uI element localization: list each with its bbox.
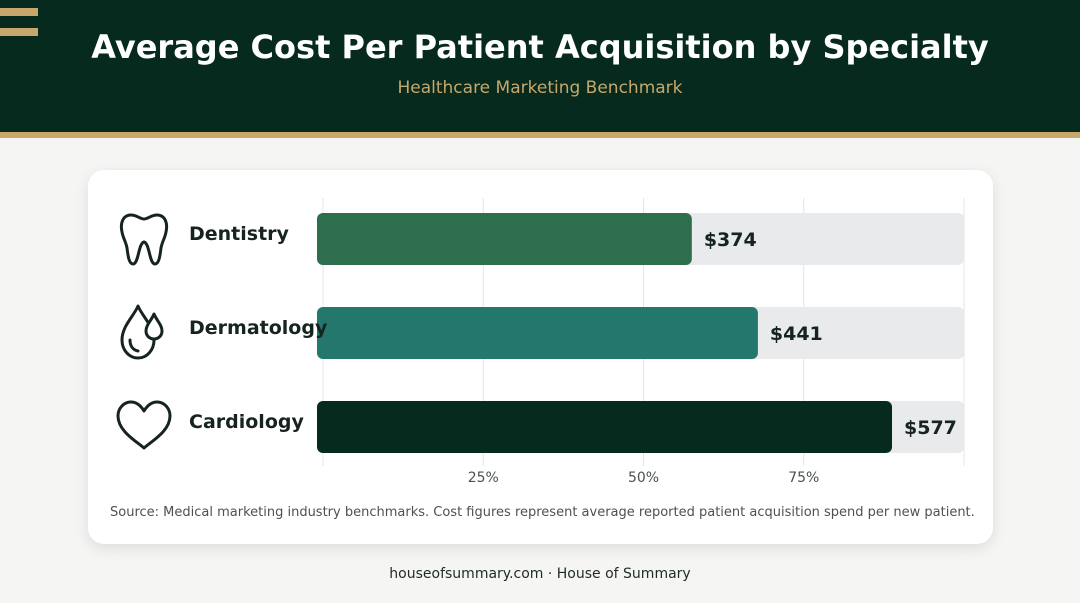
bar-cardiology bbox=[317, 401, 893, 453]
value-label: $577 bbox=[904, 417, 957, 439]
category-cardiology: Cardiology bbox=[88, 396, 323, 450]
droplet-icon bbox=[120, 304, 164, 360]
category-dentistry: Dentistry bbox=[88, 208, 323, 266]
value-label: $441 bbox=[770, 323, 823, 345]
x-tick-label: 25% bbox=[468, 470, 499, 486]
tooth-icon bbox=[119, 213, 169, 266]
bar-chart: $374 $441 $577 25% 50% 75% bbox=[317, 198, 965, 486]
page-subtitle: Healthcare Marketing Benchmark bbox=[397, 78, 683, 98]
corner-accent-bar bbox=[0, 8, 38, 16]
value-label: $374 bbox=[704, 229, 757, 251]
header-banner: Average Cost Per Patient Acquisition by … bbox=[0, 0, 1080, 132]
category-label: Cardiology bbox=[189, 411, 304, 433]
header-divider bbox=[0, 132, 1080, 138]
footer-credit: houseofsummary.com · House of Summary bbox=[389, 566, 691, 582]
x-tick-label: 50% bbox=[628, 470, 659, 486]
category-label: Dentistry bbox=[189, 223, 289, 245]
corner-accent-bar bbox=[0, 28, 38, 36]
chart-card: $374 $441 $577 25% 50% 75% Dentistry Dermatol… bbox=[88, 170, 993, 544]
page-title: Average Cost Per Patient Acquisition by … bbox=[91, 28, 989, 66]
x-tick-label: 75% bbox=[788, 470, 819, 486]
bar-dermatology bbox=[317, 307, 758, 359]
heart-icon bbox=[116, 400, 172, 450]
category-dermatology: Dermatology bbox=[88, 302, 327, 360]
category-label: Dermatology bbox=[189, 317, 328, 339]
source-note: Source: Medical marketing industry bench… bbox=[110, 505, 975, 520]
bar-dentistry bbox=[317, 213, 692, 265]
